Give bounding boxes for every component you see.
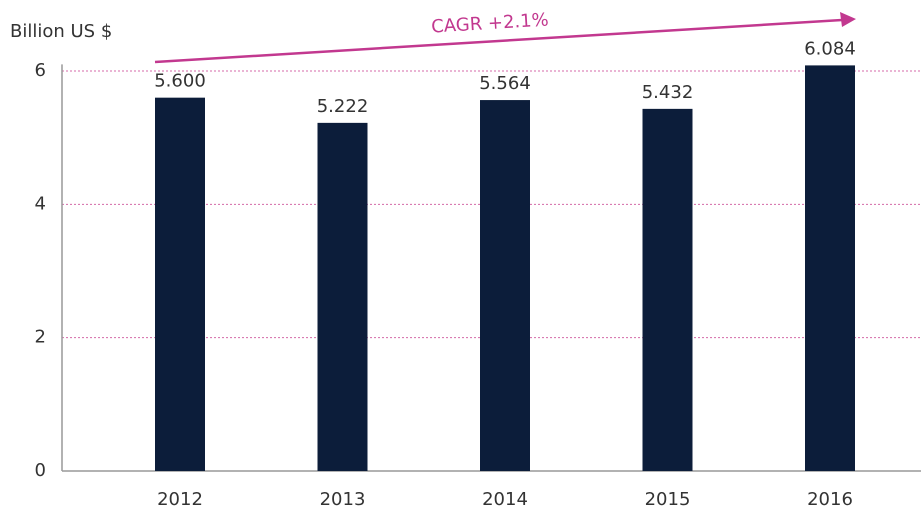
x-tick-label: 2012 xyxy=(157,489,203,510)
y-tick-label: 4 xyxy=(35,193,46,214)
x-tick-label: 2014 xyxy=(482,489,528,510)
arrow-head xyxy=(840,12,856,27)
bar xyxy=(805,65,855,472)
bar xyxy=(642,108,693,471)
y-tick-label: 2 xyxy=(35,327,46,348)
data-label: 5.600 xyxy=(154,71,206,92)
y-axis-label: Billion US $ xyxy=(10,21,112,42)
x-tick-label: 2013 xyxy=(320,489,366,510)
annotation: CAGR +2.1% xyxy=(431,9,550,37)
y-tick-label: 0 xyxy=(35,460,46,481)
data-label: 6.084 xyxy=(804,38,856,59)
cagr-arrow xyxy=(154,18,843,64)
x-tick-label: 2015 xyxy=(645,489,691,510)
y-tick-label: 6 xyxy=(35,60,46,81)
bar xyxy=(480,100,530,472)
data-label: 5.432 xyxy=(642,82,694,103)
data-label: 5.222 xyxy=(317,96,369,117)
x-tick-label: 2016 xyxy=(807,489,853,510)
data-label: 5.564 xyxy=(479,73,531,94)
bar xyxy=(317,122,368,471)
bar xyxy=(155,97,205,472)
